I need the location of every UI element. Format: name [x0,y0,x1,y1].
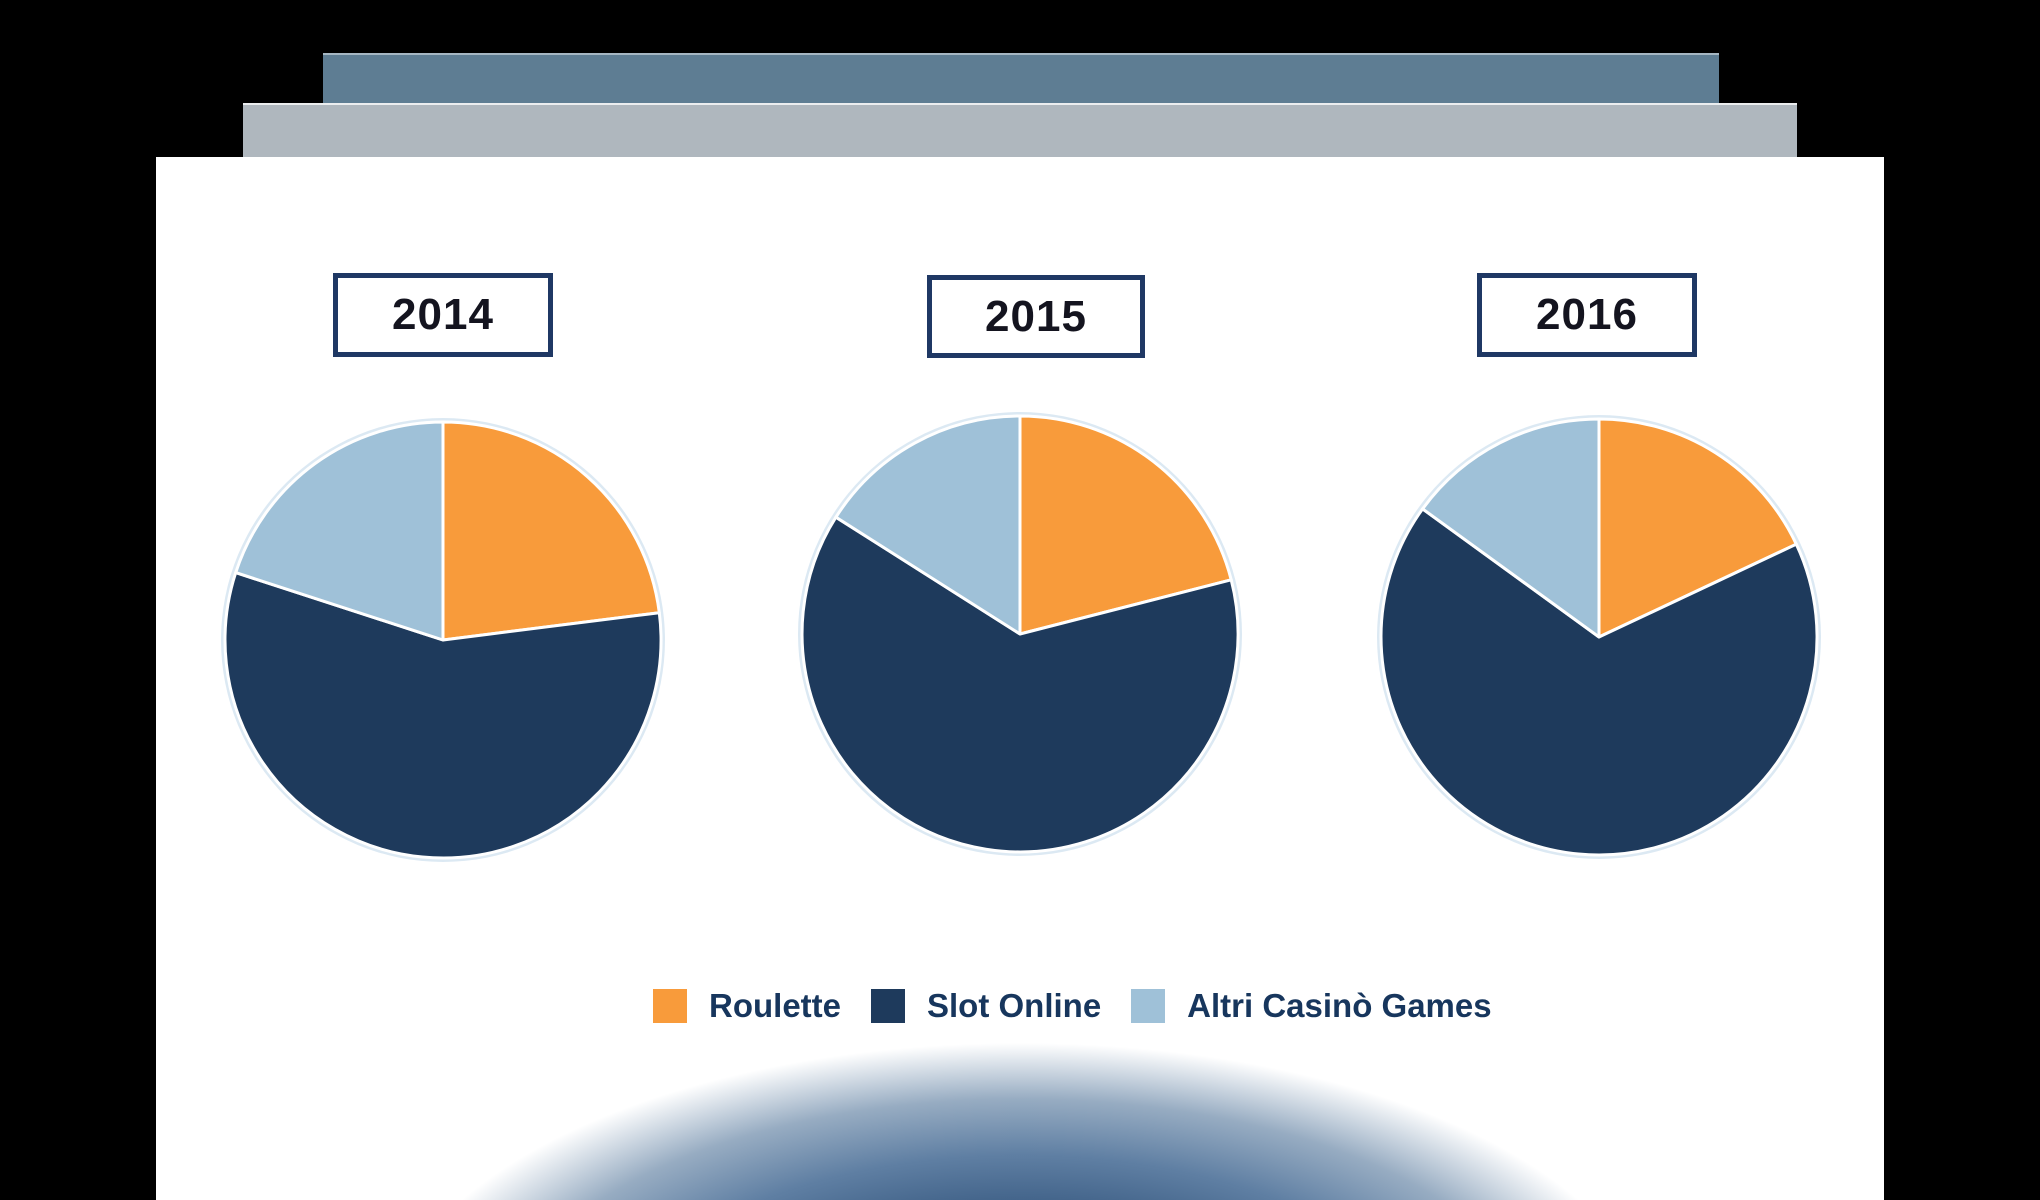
year-text: 2015 [985,291,1087,341]
year-label-2016: 2016 [1477,273,1697,357]
year-text: 2016 [1536,290,1638,339]
legend-item-altri-casino-games: Altri Casinò Games [1131,987,1492,1025]
slide-panel: 2014 2015 2016 Roulette Slot Online Altr… [156,157,1884,1200]
pie-slice-slot-online [223,571,663,860]
header-bar-gray [243,103,1797,157]
pie-chart-2015 [798,412,1242,856]
pie-slice-slot-online [800,515,1240,854]
pie-slice-slot-online [1379,507,1819,857]
pie-chart-2016 [1377,415,1821,859]
legend-item-roulette: Roulette [653,987,841,1025]
pie-chart-2014 [221,418,665,862]
header-bar-slate [323,53,1719,103]
legend-swatch-roulette [653,989,687,1023]
pie-slice-altri-casin-games [234,420,445,642]
pie-slice-roulette [1597,417,1798,639]
chart-legend: Roulette Slot Online Altri Casinò Games [653,986,1492,1026]
legend-swatch-slot-online [871,989,905,1023]
year-text: 2014 [392,290,494,339]
pie-slice-altri-casin-games [834,414,1022,636]
legend-label-slot-online: Slot Online [927,987,1102,1024]
year-label-2014: 2014 [333,273,553,357]
legend-label-roulette: Roulette [709,987,841,1024]
legend-swatch-altri-casino-games [1131,989,1166,1023]
year-label-2015: 2015 [927,275,1145,358]
pie-slice-roulette [441,420,661,642]
legend-item-slot-online: Slot Online [871,987,1101,1025]
pie-slice-roulette [1018,414,1233,636]
legend-label-altri-casino-games: Altri Casinò Games [1187,987,1492,1024]
pie-slice-altri-casin-games [1421,417,1601,639]
